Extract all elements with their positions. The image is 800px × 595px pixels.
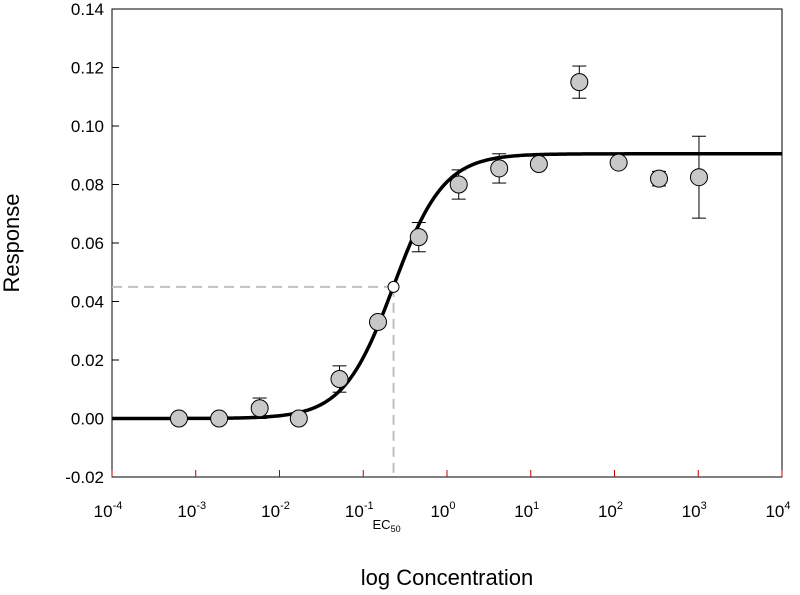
x-tick-label: 101 — [514, 500, 539, 521]
y-tick-label: 0.00 — [71, 410, 104, 429]
y-tick-label: 0.14 — [71, 0, 104, 19]
data-point — [330, 370, 349, 389]
y-tick-label: 0.10 — [71, 117, 104, 136]
x-tick-label: 10-1 — [345, 500, 374, 521]
x-tick-label: 103 — [682, 500, 707, 521]
data-point — [210, 409, 229, 428]
x-tick-label: 100 — [430, 500, 455, 521]
ec50-guides: EC50 — [112, 285, 401, 534]
data-points — [169, 65, 708, 428]
data-point — [368, 312, 387, 331]
ec50-point — [387, 280, 400, 293]
x-axis-title: log Concentration — [361, 565, 533, 590]
x-tick-label: 10-4 — [94, 500, 123, 521]
data-point — [490, 159, 509, 178]
y-tick-label: 0.08 — [71, 176, 104, 195]
data-point — [449, 175, 468, 194]
y-tick-label: 0.04 — [71, 293, 104, 312]
x-tick-label: 102 — [598, 500, 623, 521]
data-point — [689, 168, 708, 187]
y-tick-label: -0.02 — [65, 468, 104, 487]
y-tick-label: 0.06 — [71, 234, 104, 253]
data-point — [650, 169, 669, 188]
ec50-label: EC50 — [373, 517, 401, 534]
data-point — [570, 73, 589, 92]
plot-frame — [111, 8, 783, 478]
y-tick-label: 0.02 — [71, 351, 104, 370]
x-tick-label: 10-3 — [177, 500, 206, 521]
data-point — [169, 409, 188, 428]
data-point — [289, 409, 308, 428]
y-axis: -0.02 0.00 0.02 0.04 0.06 0.08 0.10 0.12 0.14 — [65, 0, 119, 487]
data-point — [409, 228, 428, 247]
data-point — [609, 153, 628, 172]
x-tick-label: 104 — [765, 500, 790, 521]
data-point — [529, 155, 548, 174]
x-axis: 10-4 10-3 10-2 10-1 100 101 102 103 104 — [94, 470, 791, 521]
y-tick-label: 0.12 — [71, 59, 104, 78]
data-point — [250, 399, 269, 418]
x-tick-label: 10-2 — [261, 500, 290, 521]
y-axis-title: Response — [0, 193, 24, 292]
